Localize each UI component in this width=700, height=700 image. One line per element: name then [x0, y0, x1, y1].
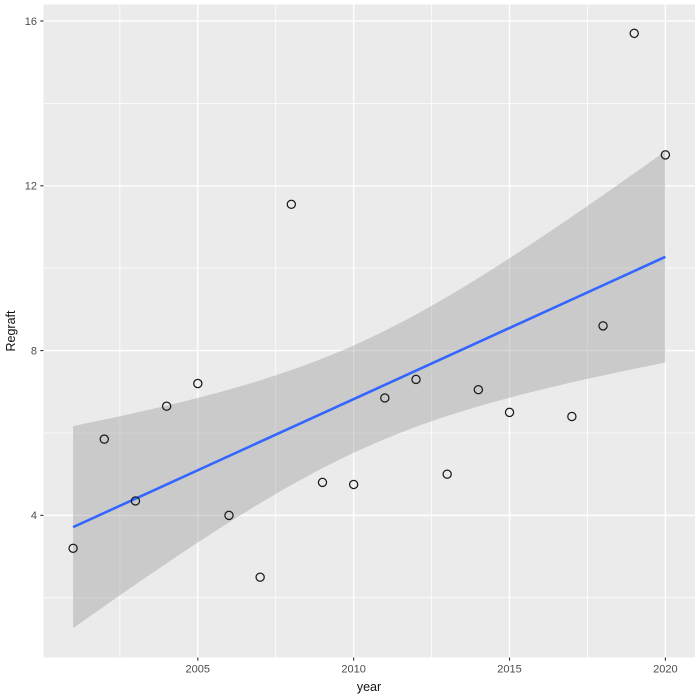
- y-tick-label: 4: [31, 510, 37, 522]
- data-point: [286, 199, 297, 210]
- data-point: [193, 378, 203, 389]
- x-axis-title: year: [356, 680, 382, 694]
- data-point: [99, 434, 110, 444]
- data-point: [504, 407, 515, 418]
- data-point: [130, 496, 141, 506]
- y-tick-label: 12: [25, 181, 37, 193]
- x-tick-label: 2010: [341, 664, 365, 676]
- y-tick-label: 16: [25, 16, 37, 28]
- confidence-band: [73, 151, 666, 629]
- data-point: [411, 374, 421, 385]
- panel-background: [43, 4, 695, 658]
- data-point: [598, 321, 608, 331]
- data-point: [380, 393, 390, 403]
- y-axis-title: Regraft: [4, 310, 18, 352]
- data-point: [629, 28, 639, 39]
- x-tick-label: 2005: [186, 664, 210, 676]
- data-point: [567, 411, 577, 422]
- y-tick-label: 8: [31, 345, 37, 357]
- x-tick-label: 2015: [497, 664, 521, 676]
- data-point: [442, 469, 452, 479]
- regression-line: [72, 255, 666, 529]
- data-point: [473, 384, 484, 395]
- x-tick-label: 2020: [653, 664, 677, 676]
- data-point: [660, 150, 671, 160]
- data-point: [255, 572, 265, 582]
- data-point: [317, 477, 328, 488]
- data-point: [68, 543, 78, 554]
- data-point: [348, 479, 359, 490]
- data-point: [224, 510, 234, 521]
- data-point: [161, 401, 172, 411]
